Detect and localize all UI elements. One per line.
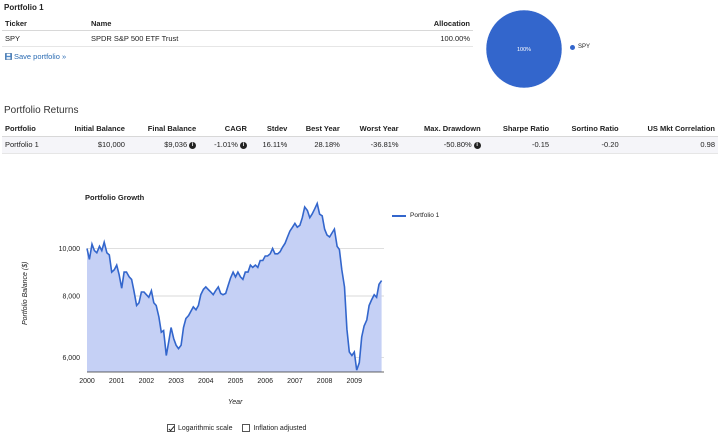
- cell-best-year: 28.18%: [290, 136, 343, 154]
- pie-slice-label: 100%: [517, 47, 531, 53]
- inflation-checkbox[interactable]: [242, 424, 251, 432]
- name-header: Name: [88, 17, 354, 31]
- chart-legend: Portfolio 1: [392, 212, 439, 219]
- cell-stdev: 16.11%: [249, 136, 291, 154]
- x-tick-label: 2004: [198, 378, 214, 385]
- log-scale-option[interactable]: Logarithmic scale: [167, 424, 232, 432]
- legend-dot-icon: [570, 44, 575, 50]
- portfolio-title: Portfolio 1: [4, 3, 44, 12]
- x-tick-label: 2007: [287, 378, 303, 385]
- table-row: SPY SPDR S&P 500 ETF Trust 100.00%: [2, 30, 473, 47]
- cagr-value: -1.01%: [214, 140, 238, 149]
- x-tick-label: 2001: [109, 378, 125, 385]
- cell-cagr: -1.01% i: [199, 136, 250, 154]
- portfolio-growth-chart: 6,000 8,000 10,000 2000 2001 2002 2003 2004 2005…: [59, 201, 384, 385]
- save-portfolio-label: Save portfolio »: [14, 52, 67, 61]
- cell-correlation: 0.98: [621, 136, 718, 154]
- x-axis-label: Year: [228, 399, 243, 406]
- col-best-year: Best Year: [290, 122, 343, 137]
- save-portfolio-link[interactable]: Save portfolio »: [5, 52, 66, 61]
- name-cell: SPDR S&P 500 ETF Trust: [88, 30, 354, 47]
- table-row: Portfolio 1 $10,000 $9,036 i -1.01% i 16.1…: [2, 136, 718, 154]
- x-tick-label: 2009: [347, 378, 363, 385]
- col-sortino: Sortino Ratio: [552, 122, 622, 137]
- y-axis-label: Portfolio Balance ($): [22, 261, 29, 325]
- y-tick-label: 10,000: [59, 246, 81, 253]
- inflation-option[interactable]: Inflation adjusted: [242, 424, 306, 432]
- series-line: [86, 201, 383, 371]
- allocation-cell: 100.00%: [353, 30, 473, 47]
- x-tick-label: 2000: [79, 378, 95, 385]
- cell-sortino: -0.20: [552, 136, 622, 154]
- cell-initial-balance: $10,000: [54, 136, 128, 154]
- chart-title: Portfolio Growth: [85, 193, 145, 202]
- allocation-header: Allocation: [353, 17, 473, 31]
- log-scale-checkbox[interactable]: [167, 424, 175, 432]
- info-icon[interactable]: i: [239, 141, 247, 149]
- col-max-drawdown: Max. Drawdown: [401, 122, 484, 137]
- col-stdev: Stdev: [249, 122, 291, 137]
- ticker-cell: SPY: [2, 30, 88, 47]
- col-worst-year: Worst Year: [342, 122, 402, 137]
- col-cagr: CAGR: [199, 122, 250, 137]
- final-balance-value: $9,036: [164, 140, 188, 149]
- pie-slice-spy: [485, 9, 563, 89]
- cell-sharpe: -0.15: [483, 136, 553, 154]
- x-tick-label: 2005: [228, 378, 244, 385]
- x-tick-label: 2006: [257, 378, 273, 385]
- returns-title: Portfolio Returns: [4, 105, 79, 116]
- col-sharpe: Sharpe Ratio: [483, 122, 553, 137]
- log-scale-label: Logarithmic scale: [178, 424, 233, 432]
- allocation-pie-chart: 100%: [482, 8, 602, 92]
- pie-svg: 100%: [485, 9, 563, 89]
- cell-final-balance: $9,036 i: [127, 136, 200, 154]
- cell-max-drawdown: -50.80% i: [401, 136, 484, 154]
- col-final-balance: Final Balance: [127, 122, 200, 137]
- col-correlation: US Mkt Correlation: [621, 122, 718, 137]
- pie-legend-label: SPY: [578, 44, 591, 50]
- cell-portfolio: Portfolio 1: [2, 136, 55, 154]
- x-tick-label: 2003: [168, 378, 184, 385]
- y-tick-label: 6,000: [62, 355, 80, 362]
- inflation-label: Inflation adjusted: [253, 424, 307, 432]
- chart-options: Logarithmic scale Inflation adjusted: [167, 424, 306, 432]
- legend-line-icon: [392, 214, 406, 217]
- cell-worst-year: -36.81%: [342, 136, 402, 154]
- info-icon[interactable]: i: [473, 141, 481, 149]
- allocation-table: Ticker Name Allocation SPY SPDR S&P 500 …: [2, 17, 473, 47]
- y-tick-label: 8,000: [62, 294, 80, 301]
- returns-table: Portfolio Initial Balance Final Balance …: [2, 122, 718, 154]
- x-tick-label: 2002: [139, 378, 155, 385]
- ticker-header: Ticker: [2, 17, 88, 31]
- drawdown-value: -50.80%: [443, 140, 472, 149]
- legend-series-label: Portfolio 1: [410, 212, 440, 219]
- col-initial-balance: Initial Balance: [54, 122, 128, 137]
- save-icon: [5, 53, 12, 60]
- col-portfolio: Portfolio: [2, 122, 55, 137]
- x-tick-label: 2008: [317, 378, 333, 385]
- info-icon[interactable]: i: [189, 141, 197, 149]
- pie-legend: SPY: [570, 44, 590, 50]
